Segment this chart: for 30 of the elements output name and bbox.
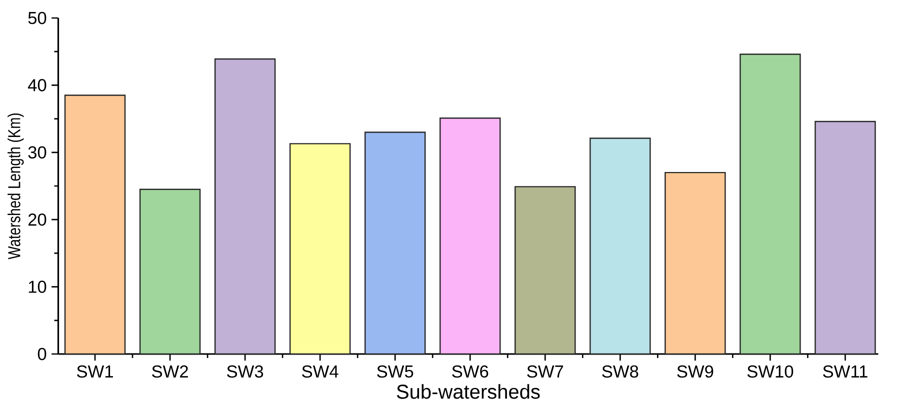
x-tick-label: SW8 xyxy=(602,365,638,378)
bar xyxy=(514,186,576,355)
bar xyxy=(364,132,426,355)
y-axis-title: Watershed Length (Km) xyxy=(8,114,24,260)
bar xyxy=(214,58,276,355)
x-tick-label: SW6 xyxy=(452,365,488,378)
bar xyxy=(440,118,501,355)
x-tick-label: SW5 xyxy=(377,365,414,378)
x-tick-label: SW4 xyxy=(302,365,338,378)
x-tick-label: SW11 xyxy=(823,365,868,378)
bar xyxy=(814,120,876,355)
bar xyxy=(664,172,726,355)
bar xyxy=(590,138,651,355)
x-tick-label: SW2 xyxy=(152,365,188,378)
y-tick-label: 40 xyxy=(28,79,46,92)
y-tick-label: 30 xyxy=(28,146,46,159)
bar xyxy=(64,94,126,355)
y-tick-label: 10 xyxy=(28,280,46,293)
x-tick-label: SW9 xyxy=(677,365,714,378)
x-tick-label: SW1 xyxy=(77,365,113,378)
x-tick-label: SW7 xyxy=(527,365,564,378)
bar xyxy=(740,54,801,355)
x-tick-label: SW3 xyxy=(227,365,264,378)
bar xyxy=(139,188,201,355)
bar xyxy=(289,143,351,355)
x-axis-title: Sub-watersheds xyxy=(396,384,540,399)
x-tick-label: SW10 xyxy=(747,365,794,378)
y-tick-label: 20 xyxy=(28,213,46,226)
y-tick-label: 0 xyxy=(38,348,46,360)
y-tick-label: 50 xyxy=(28,12,46,24)
